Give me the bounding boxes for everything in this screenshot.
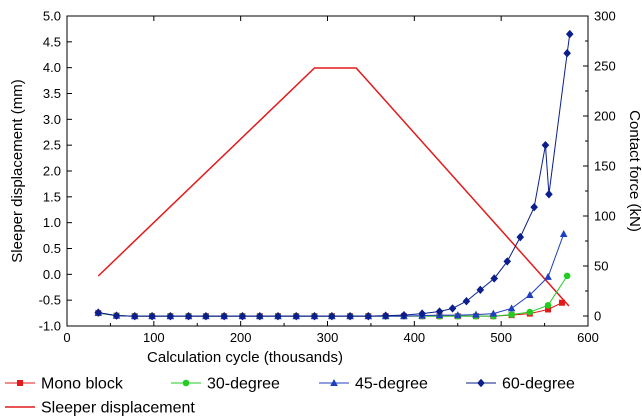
data-point [526, 291, 534, 298]
legend: Mono block 30-degree 45-degree 60-degree Sle… [5, 376, 575, 417]
data-point [530, 202, 538, 212]
data-point [274, 311, 282, 321]
y2-tick-label: 100 [594, 209, 616, 224]
data-point [346, 311, 354, 321]
plot-frame [66, 15, 589, 327]
legend-label: 30-degree [207, 376, 280, 393]
series-line [98, 34, 571, 317]
data-point [476, 285, 485, 295]
legend-item: Mono block [5, 376, 124, 393]
data-point [490, 274, 499, 283]
y-tick-label: 4.5 [43, 34, 61, 49]
data-point [541, 140, 550, 150]
data-point [94, 308, 103, 317]
data-point [166, 311, 175, 321]
legend-item: 60-degree [466, 376, 575, 393]
data-point [507, 304, 516, 312]
data-point [310, 311, 319, 321]
series-sleeper-displacement [97, 67, 570, 307]
y-tick-label: 2.5 [43, 138, 61, 153]
data-point [238, 311, 247, 321]
data-point [292, 311, 301, 321]
data-point [563, 272, 571, 280]
y2-tick-label: 150 [594, 159, 616, 174]
series-layer [94, 29, 574, 321]
data-point [448, 304, 457, 313]
y-tick-label: 4.0 [43, 60, 61, 75]
x-tick-label: 400 [403, 330, 425, 345]
data-point [202, 311, 210, 321]
data-point [472, 310, 480, 318]
data-point [565, 29, 574, 39]
data-point [545, 306, 552, 313]
data-point [503, 257, 512, 266]
legend-label: Sleeper displacement [41, 400, 195, 417]
y2-tick-label: 0 [594, 309, 601, 324]
data-point [462, 297, 471, 306]
data-point [508, 311, 515, 318]
data-point [545, 190, 553, 199]
data-point [220, 311, 228, 321]
data-point [112, 311, 121, 320]
series-45-degree [94, 230, 568, 320]
legend-item: Sleeper displacement [5, 400, 195, 417]
y2-tick-label: 50 [594, 259, 608, 274]
data-point [526, 308, 534, 316]
y-tick-label: 0.0 [43, 267, 61, 282]
legend-label: Mono block [41, 376, 124, 393]
data-point [184, 311, 193, 321]
y-tick-label: 1.0 [43, 215, 61, 230]
legend-label: 45-degree [355, 376, 428, 393]
x-axis-title: Calculation cycle (thousands) [147, 349, 343, 366]
data-point [255, 311, 264, 321]
data-point [130, 311, 139, 321]
data-point [516, 232, 525, 242]
y-tick-label: 3.0 [43, 112, 61, 127]
data-point [559, 230, 568, 238]
x-tick-label: 300 [317, 330, 339, 345]
data-point [544, 272, 552, 280]
data-point [489, 309, 498, 317]
y-tick-label: 0.5 [43, 241, 61, 256]
data-point [400, 310, 408, 320]
y-tick-label: 1.5 [43, 189, 61, 204]
data-point [148, 311, 156, 321]
data-point [544, 302, 552, 309]
data-point [328, 311, 336, 321]
y2-tick-label: 200 [594, 109, 616, 124]
y2-tick-label: 250 [594, 59, 616, 74]
x-tick-label: 600 [577, 330, 599, 345]
data-point [453, 311, 462, 319]
x-tick-label: 0 [63, 330, 70, 345]
data-point [364, 311, 373, 321]
legend-swatch-marker [17, 380, 23, 386]
axes-layer: 0 100 200 300 400 500 600-1.0-0.50.00.51.01.52… [39, 9, 616, 346]
series-line [97, 67, 570, 307]
data-point [418, 309, 426, 318]
data-point [563, 49, 571, 58]
y2-axis-title: Contact force (kN) [626, 110, 642, 232]
y-tick-label: -0.5 [39, 293, 61, 308]
legend-item: 45-degree [319, 376, 428, 393]
x-tick-label: 100 [143, 330, 165, 345]
data-point [558, 299, 565, 306]
y-tick-label: -1.0 [39, 319, 61, 334]
x-tick-label: 500 [490, 330, 512, 345]
legend-label: 60-degree [502, 376, 575, 393]
y2-tick-label: 300 [594, 9, 616, 24]
y-tick-label: 5.0 [43, 9, 61, 24]
series-60-degree [94, 29, 574, 321]
legend-item: 30-degree [171, 376, 280, 393]
y-tick-label: 3.5 [43, 86, 61, 101]
legend-swatch-marker [330, 379, 338, 386]
x-tick-label: 200 [230, 330, 252, 345]
legend-swatch-marker [477, 378, 485, 388]
y-tick-label: 2.0 [43, 164, 61, 179]
y-axis-title: Sleeper displacement (mm) [9, 79, 26, 262]
data-point [435, 307, 444, 316]
data-point [381, 311, 390, 320]
legend-swatch-marker [182, 379, 190, 387]
series-line [98, 275, 568, 317]
